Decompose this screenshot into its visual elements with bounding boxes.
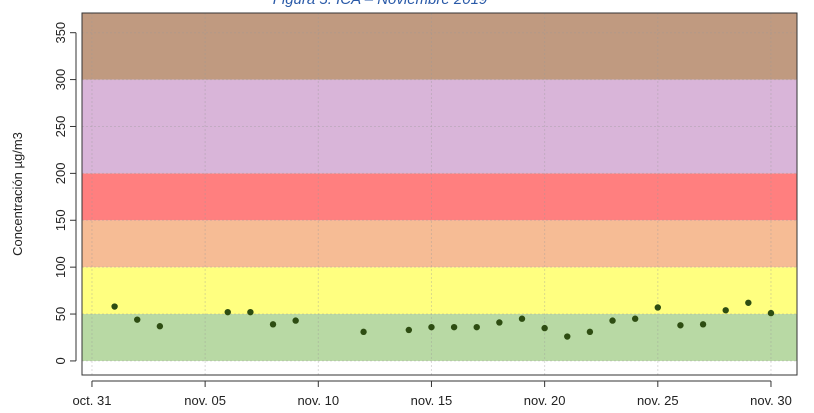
x-tick-label: nov. 30 [750, 393, 792, 408]
point [609, 317, 616, 324]
point [224, 308, 231, 316]
point [247, 308, 254, 316]
y-axis-label: Concentración µg/m3 [10, 132, 25, 256]
point [269, 321, 277, 328]
point [292, 317, 299, 324]
point [134, 316, 141, 323]
point [699, 321, 707, 328]
point [677, 322, 684, 329]
plot-frame [81, 12, 798, 376]
y-tick-label: 50 [53, 307, 68, 321]
point [654, 304, 662, 311]
y-tick-label: 250 [53, 116, 68, 138]
point [496, 319, 503, 326]
y-tick-label: 300 [53, 69, 68, 91]
point [631, 315, 639, 322]
point [360, 328, 367, 336]
point [428, 323, 435, 331]
point [473, 323, 480, 331]
y-tick-label: 0 [53, 357, 68, 364]
band [82, 173, 797, 221]
band [82, 13, 797, 80]
band [82, 220, 797, 268]
point [111, 303, 118, 310]
point [405, 326, 413, 334]
x-tick-label: nov. 10 [297, 393, 339, 408]
chart-title: Figura 5. ICA – Noviembre 2019 [273, 0, 488, 8]
point [586, 328, 594, 336]
point [722, 307, 729, 314]
point [564, 333, 571, 340]
y-tick-label: 350 [53, 22, 68, 44]
point [541, 324, 548, 332]
x-tick-label: nov. 05 [184, 393, 226, 408]
y-tick-label: 150 [53, 209, 68, 231]
point [767, 309, 775, 317]
band [82, 314, 797, 361]
x-tick-label: oct. 31 [72, 393, 111, 408]
y-tick-label: 200 [53, 163, 68, 185]
y-tick-label: 100 [53, 256, 68, 278]
x-tick-label: nov. 15 [411, 393, 453, 408]
x-tick-label: nov. 25 [637, 393, 679, 408]
point [745, 299, 752, 306]
x-tick-label: nov. 20 [524, 393, 566, 408]
point [156, 323, 164, 330]
point [518, 315, 526, 322]
band [82, 79, 797, 174]
band [82, 267, 797, 315]
point [450, 323, 458, 331]
